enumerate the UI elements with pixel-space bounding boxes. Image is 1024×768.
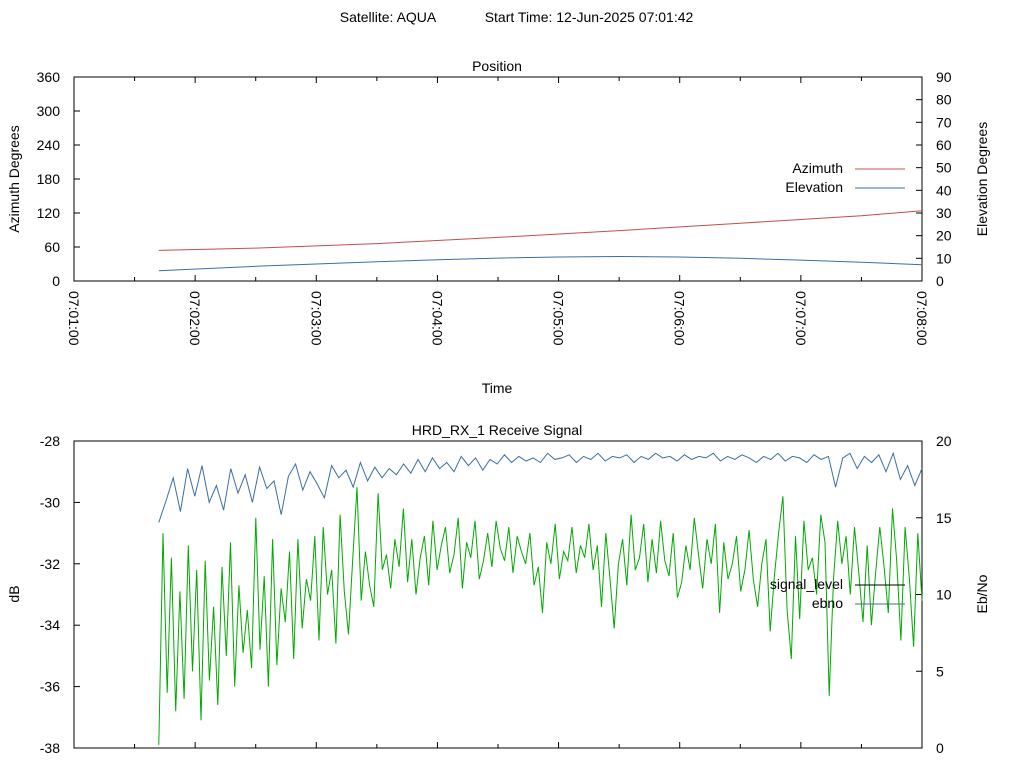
y-axis-tick-label: -36 — [40, 679, 60, 695]
position-y2-axis-label: Elevation Degrees — [974, 122, 990, 236]
position-x-axis-label: Time — [482, 380, 513, 396]
signal-chart-title: HRD_RX_1 Receive Signal — [412, 422, 582, 438]
x-axis-tick-label: 07:07:00 — [793, 291, 809, 346]
position-legend: Azimuth Elevation — [785, 160, 905, 195]
y-axis-tick-label: 240 — [37, 137, 61, 153]
y2-axis-tick-label: 80 — [936, 92, 952, 108]
y2-axis-tick-label: 10 — [936, 587, 952, 603]
y-axis-tick-label: 360 — [37, 69, 61, 85]
receive-signal-chart: HRD_RX_1 Receive Signal -38 -36 -34 -32 -30 -… — [6, 422, 990, 756]
signal-y-axis-label: dB — [6, 585, 22, 602]
signal-y2-axis-label: Eb/No — [974, 574, 990, 613]
y2-axis-tick-label: 50 — [936, 160, 952, 176]
series-line-series-2 — [158, 487, 923, 745]
y-axis-tick-label: -30 — [40, 494, 60, 510]
y2-axis-tick-label: 0 — [936, 273, 944, 289]
x-axis-tick-label: 07:01:00 — [66, 291, 82, 346]
y2-axis-tick-label: 30 — [936, 205, 952, 221]
legend-azimuth-label: Azimuth — [792, 160, 843, 176]
legend-signal-level-label: signal_level — [770, 576, 843, 592]
y2-axis-tick-label: 10 — [936, 250, 952, 266]
y-axis-tick-label: -28 — [40, 433, 60, 449]
y2-axis-tick-label: 20 — [936, 228, 952, 244]
y2-axis-tick-label: 20 — [936, 433, 952, 449]
x-axis-tick-label: 07:03:00 — [308, 291, 324, 346]
y2-axis-tick-label: 0 — [936, 740, 944, 756]
position-chart-title: Position — [472, 58, 522, 74]
series-line-Elevation — [158, 255, 923, 272]
y-axis-tick-label: -32 — [40, 556, 60, 572]
satellite-label: Satellite: AQUA — [340, 9, 437, 25]
series-line-ebno — [158, 451, 923, 523]
y-axis-tick-label: 60 — [44, 239, 60, 255]
y2-axis-tick-label: 15 — [936, 510, 952, 526]
y2-axis-tick-label: 40 — [936, 182, 952, 198]
y2-axis-tick-label: 70 — [936, 114, 952, 130]
legend-elevation-label: Elevation — [785, 179, 843, 195]
y-axis-tick-label: -34 — [40, 617, 60, 633]
y-axis-tick-label: 300 — [37, 103, 61, 119]
y2-axis-tick-label: 60 — [936, 137, 952, 153]
y-axis-tick-label: -38 — [40, 740, 60, 756]
x-axis-tick-label: 07:04:00 — [429, 291, 445, 346]
legend-ebno-label: ebno — [812, 595, 843, 611]
x-axis-tick-label: 07:02:00 — [187, 291, 203, 346]
y2-axis-tick-label: 5 — [936, 663, 944, 679]
position-chart: Position 0 60 120 180 240 300 360 0 10 20 30 40 50 60… — [6, 58, 990, 396]
y-axis-tick-label: 0 — [52, 273, 60, 289]
y2-axis-tick-label: 90 — [936, 69, 952, 85]
y-axis-tick-label: 120 — [37, 205, 61, 221]
x-axis-tick-label: 07:06:00 — [672, 291, 688, 346]
signal-legend: signal_level ebno — [770, 576, 905, 611]
position-y-axis-label: Azimuth Degrees — [6, 125, 22, 232]
x-axis-tick-label: 07:08:00 — [914, 291, 930, 346]
y-axis-tick-label: 180 — [37, 171, 61, 187]
series-line-Azimuth — [158, 210, 923, 251]
x-axis-tick-label: 07:05:00 — [551, 291, 567, 346]
start-time-label: Start Time: 12-Jun-2025 07:01:42 — [485, 9, 694, 25]
